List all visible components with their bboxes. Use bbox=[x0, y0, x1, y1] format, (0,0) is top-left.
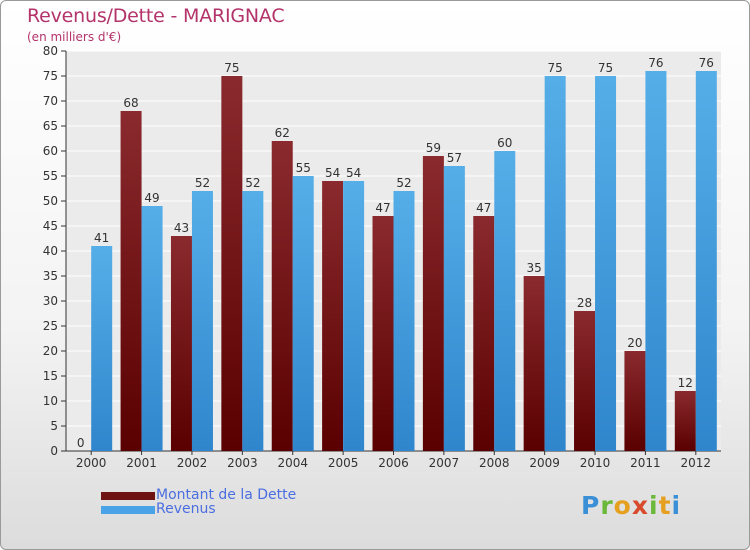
y-tick-label: 5 bbox=[50, 419, 58, 433]
chart-title: Revenus/Dette - MARIGNAC bbox=[27, 5, 285, 27]
legend-swatch-revenus bbox=[101, 506, 155, 514]
data-label-revenus: 49 bbox=[144, 191, 159, 205]
data-label-revenus: 75 bbox=[598, 61, 613, 75]
y-tick-label: 30 bbox=[43, 294, 58, 308]
data-label-dette: 47 bbox=[476, 201, 491, 215]
bar-dette bbox=[322, 181, 344, 451]
y-tick-label: 35 bbox=[43, 269, 58, 283]
y-tick-label: 75 bbox=[43, 69, 58, 83]
y-tick-label: 60 bbox=[43, 144, 58, 158]
x-tick-label: 2006 bbox=[378, 456, 409, 470]
bar-revenus bbox=[645, 71, 667, 451]
bar-revenus bbox=[443, 166, 465, 451]
y-tick-label: 20 bbox=[43, 344, 58, 358]
data-label-dette: 35 bbox=[527, 261, 542, 275]
data-label-revenus: 55 bbox=[296, 161, 311, 175]
y-tick-label: 40 bbox=[43, 244, 58, 258]
bar-revenus bbox=[343, 181, 365, 451]
bar-dette bbox=[624, 351, 646, 451]
x-tick-label: 2012 bbox=[681, 456, 712, 470]
bar-dette bbox=[170, 236, 192, 451]
data-label-revenus: 52 bbox=[195, 176, 210, 190]
x-tick-label: 2003 bbox=[227, 456, 258, 470]
y-tick-label: 15 bbox=[43, 369, 58, 383]
data-label-revenus: 52 bbox=[396, 176, 411, 190]
bar-revenus bbox=[595, 76, 617, 451]
data-label-dette: 47 bbox=[375, 201, 390, 215]
data-label-revenus: 52 bbox=[245, 176, 260, 190]
data-label-revenus: 41 bbox=[94, 231, 109, 245]
data-label-dette: 12 bbox=[678, 376, 693, 390]
data-label-dette: 28 bbox=[577, 296, 592, 310]
x-tick-label: 2000 bbox=[76, 456, 107, 470]
data-label-revenus: 60 bbox=[497, 136, 512, 150]
data-label-revenus: 76 bbox=[648, 56, 663, 70]
bar-dette bbox=[473, 216, 495, 451]
data-label-dette: 68 bbox=[123, 96, 138, 110]
data-label-dette: 59 bbox=[426, 141, 441, 155]
bar-revenus bbox=[242, 191, 264, 451]
bar-revenus bbox=[494, 151, 516, 451]
bar-dette bbox=[523, 276, 545, 451]
x-tick-label: 2005 bbox=[328, 456, 359, 470]
data-label-revenus: 54 bbox=[346, 166, 361, 180]
data-label-dette: 20 bbox=[627, 336, 642, 350]
bar-revenus bbox=[695, 71, 717, 451]
data-label-revenus: 57 bbox=[447, 151, 462, 165]
data-label-dette: 54 bbox=[325, 166, 340, 180]
bar-dette bbox=[271, 141, 293, 451]
y-tick-label: 0 bbox=[50, 444, 58, 458]
data-label-dette: 75 bbox=[224, 61, 239, 75]
bar-dette bbox=[574, 311, 596, 451]
x-tick-label: 2009 bbox=[529, 456, 560, 470]
y-tick-label: 10 bbox=[43, 394, 58, 408]
bar-dette bbox=[674, 391, 696, 451]
x-tick-label: 2010 bbox=[580, 456, 611, 470]
bar-revenus bbox=[393, 191, 415, 451]
y-tick-label: 65 bbox=[43, 119, 58, 133]
x-tick-label: 2002 bbox=[177, 456, 208, 470]
y-tick-label: 45 bbox=[43, 219, 58, 233]
y-tick-label: 55 bbox=[43, 169, 58, 183]
legend-label-revenus: Revenus bbox=[156, 501, 216, 517]
y-tick-label: 70 bbox=[43, 94, 58, 108]
data-label-dette: 0 bbox=[77, 436, 85, 450]
x-tick-label: 2007 bbox=[429, 456, 460, 470]
bar-revenus bbox=[141, 206, 163, 451]
bar-revenus bbox=[292, 176, 314, 451]
chart-subtitle: (en milliers d'€) bbox=[27, 30, 122, 44]
bar-dette bbox=[120, 111, 142, 451]
data-label-revenus: 76 bbox=[699, 56, 714, 70]
y-tick-label: 25 bbox=[43, 319, 58, 333]
bar-revenus bbox=[544, 76, 566, 451]
x-tick-label: 2011 bbox=[630, 456, 661, 470]
proxiti-logo: Proxiti bbox=[581, 491, 682, 520]
bar-revenus bbox=[91, 246, 113, 451]
y-tick-label: 80 bbox=[43, 44, 58, 58]
x-tick-label: 2004 bbox=[277, 456, 308, 470]
x-tick-label: 2001 bbox=[126, 456, 157, 470]
data-label-dette: 62 bbox=[275, 126, 290, 140]
data-label-revenus: 75 bbox=[548, 61, 563, 75]
legend-label-dette: Montant de la Dette bbox=[156, 487, 297, 503]
data-label-dette: 43 bbox=[174, 221, 189, 235]
bar-dette bbox=[372, 216, 394, 451]
bar-dette bbox=[221, 76, 243, 451]
x-tick-label: 2008 bbox=[479, 456, 510, 470]
legend-swatch-dette bbox=[101, 492, 155, 500]
y-tick-label: 50 bbox=[43, 194, 58, 208]
bar-revenus bbox=[191, 191, 213, 451]
bar-dette bbox=[422, 156, 444, 451]
